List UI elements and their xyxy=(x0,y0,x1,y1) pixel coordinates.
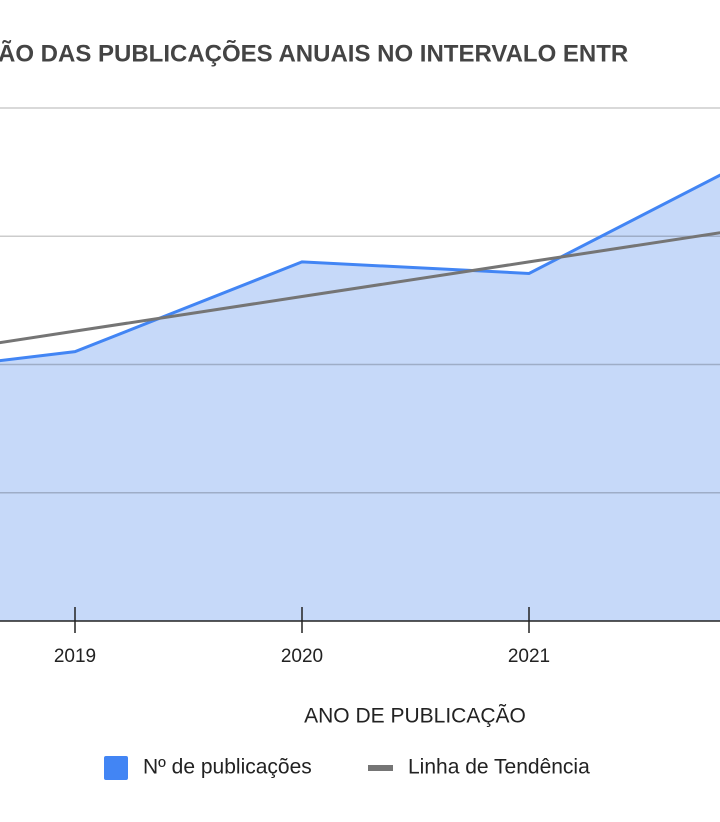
x-tick-label: 2019 xyxy=(54,646,96,667)
chart-title: ÃO DAS PUBLICAÇÕES ANUAIS NO INTERVALO E… xyxy=(0,39,628,67)
x-tick-label: 2020 xyxy=(281,646,323,667)
legend-label: Linha de Tendência xyxy=(408,756,590,779)
legend-swatch xyxy=(104,756,128,780)
series-line xyxy=(0,173,720,363)
x-axis-title: ANO DE PUBLICAÇÃO xyxy=(304,704,526,728)
trend-line xyxy=(0,231,720,345)
legend-label: Nº de publicações xyxy=(143,756,312,779)
x-tick-label: 2021 xyxy=(508,646,550,667)
area-fill xyxy=(0,175,720,621)
